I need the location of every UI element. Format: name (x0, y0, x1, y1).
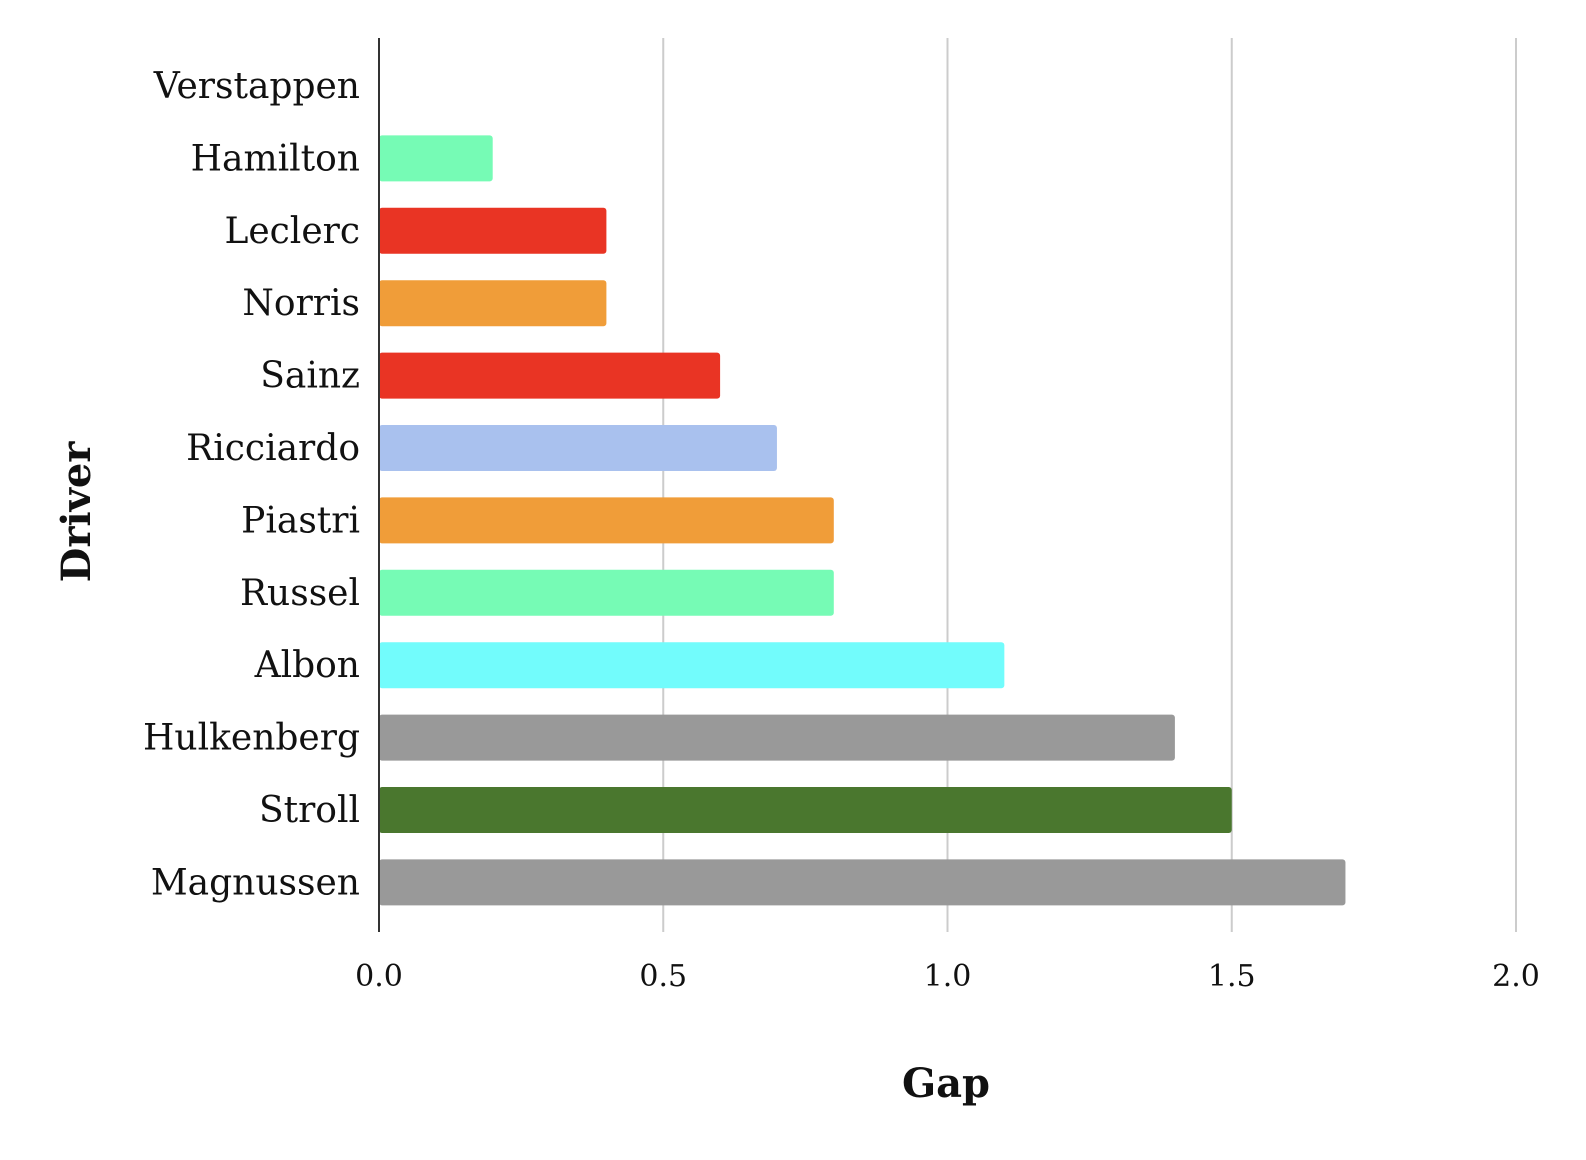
bar-russel (379, 569, 834, 616)
x-tick-label: 0.5 (639, 959, 687, 994)
category-label: Leclerc (224, 211, 360, 252)
category-label: Stroll (259, 790, 360, 831)
bar-albon (379, 642, 1005, 689)
category-label: Verstappen (153, 66, 360, 107)
category-label: Hulkenberg (143, 718, 360, 759)
x-tick-label: 0.0 (355, 959, 403, 994)
category-label: Albon (254, 645, 360, 686)
bar-hamilton (379, 135, 493, 182)
bar-piastri (379, 497, 834, 544)
bar-hulkenberg (379, 714, 1175, 761)
category-labels: Verstappen Hamilton Leclerc Norris Sainz Ricc… (143, 66, 360, 903)
bar-ricciardo (379, 425, 777, 471)
bar-sainz (379, 352, 721, 399)
x-tick-label: 1.5 (1208, 959, 1256, 994)
y-axis-title: Driver (53, 441, 100, 583)
category-label: Ricciardo (186, 428, 360, 469)
x-tick-label: 1.0 (924, 959, 972, 994)
category-label: Russel (240, 573, 360, 614)
bar-norris (379, 280, 607, 327)
bars (379, 135, 1346, 906)
bar-magnussen (379, 859, 1346, 906)
category-label: Sainz (260, 356, 360, 397)
category-label: Hamilton (191, 138, 360, 179)
category-label: Magnussen (151, 862, 360, 903)
bar-stroll (379, 787, 1232, 833)
x-tick-label: 2.0 (1492, 959, 1540, 994)
x-tick-labels: 0.0 0.5 1.0 1.5 2.0 (355, 959, 1540, 994)
x-axis-title: Gap (902, 1060, 990, 1107)
grid-lines (662, 38, 1517, 932)
category-label: Piastri (241, 500, 360, 541)
bar-leclerc (379, 207, 607, 254)
category-label: Norris (242, 283, 360, 324)
